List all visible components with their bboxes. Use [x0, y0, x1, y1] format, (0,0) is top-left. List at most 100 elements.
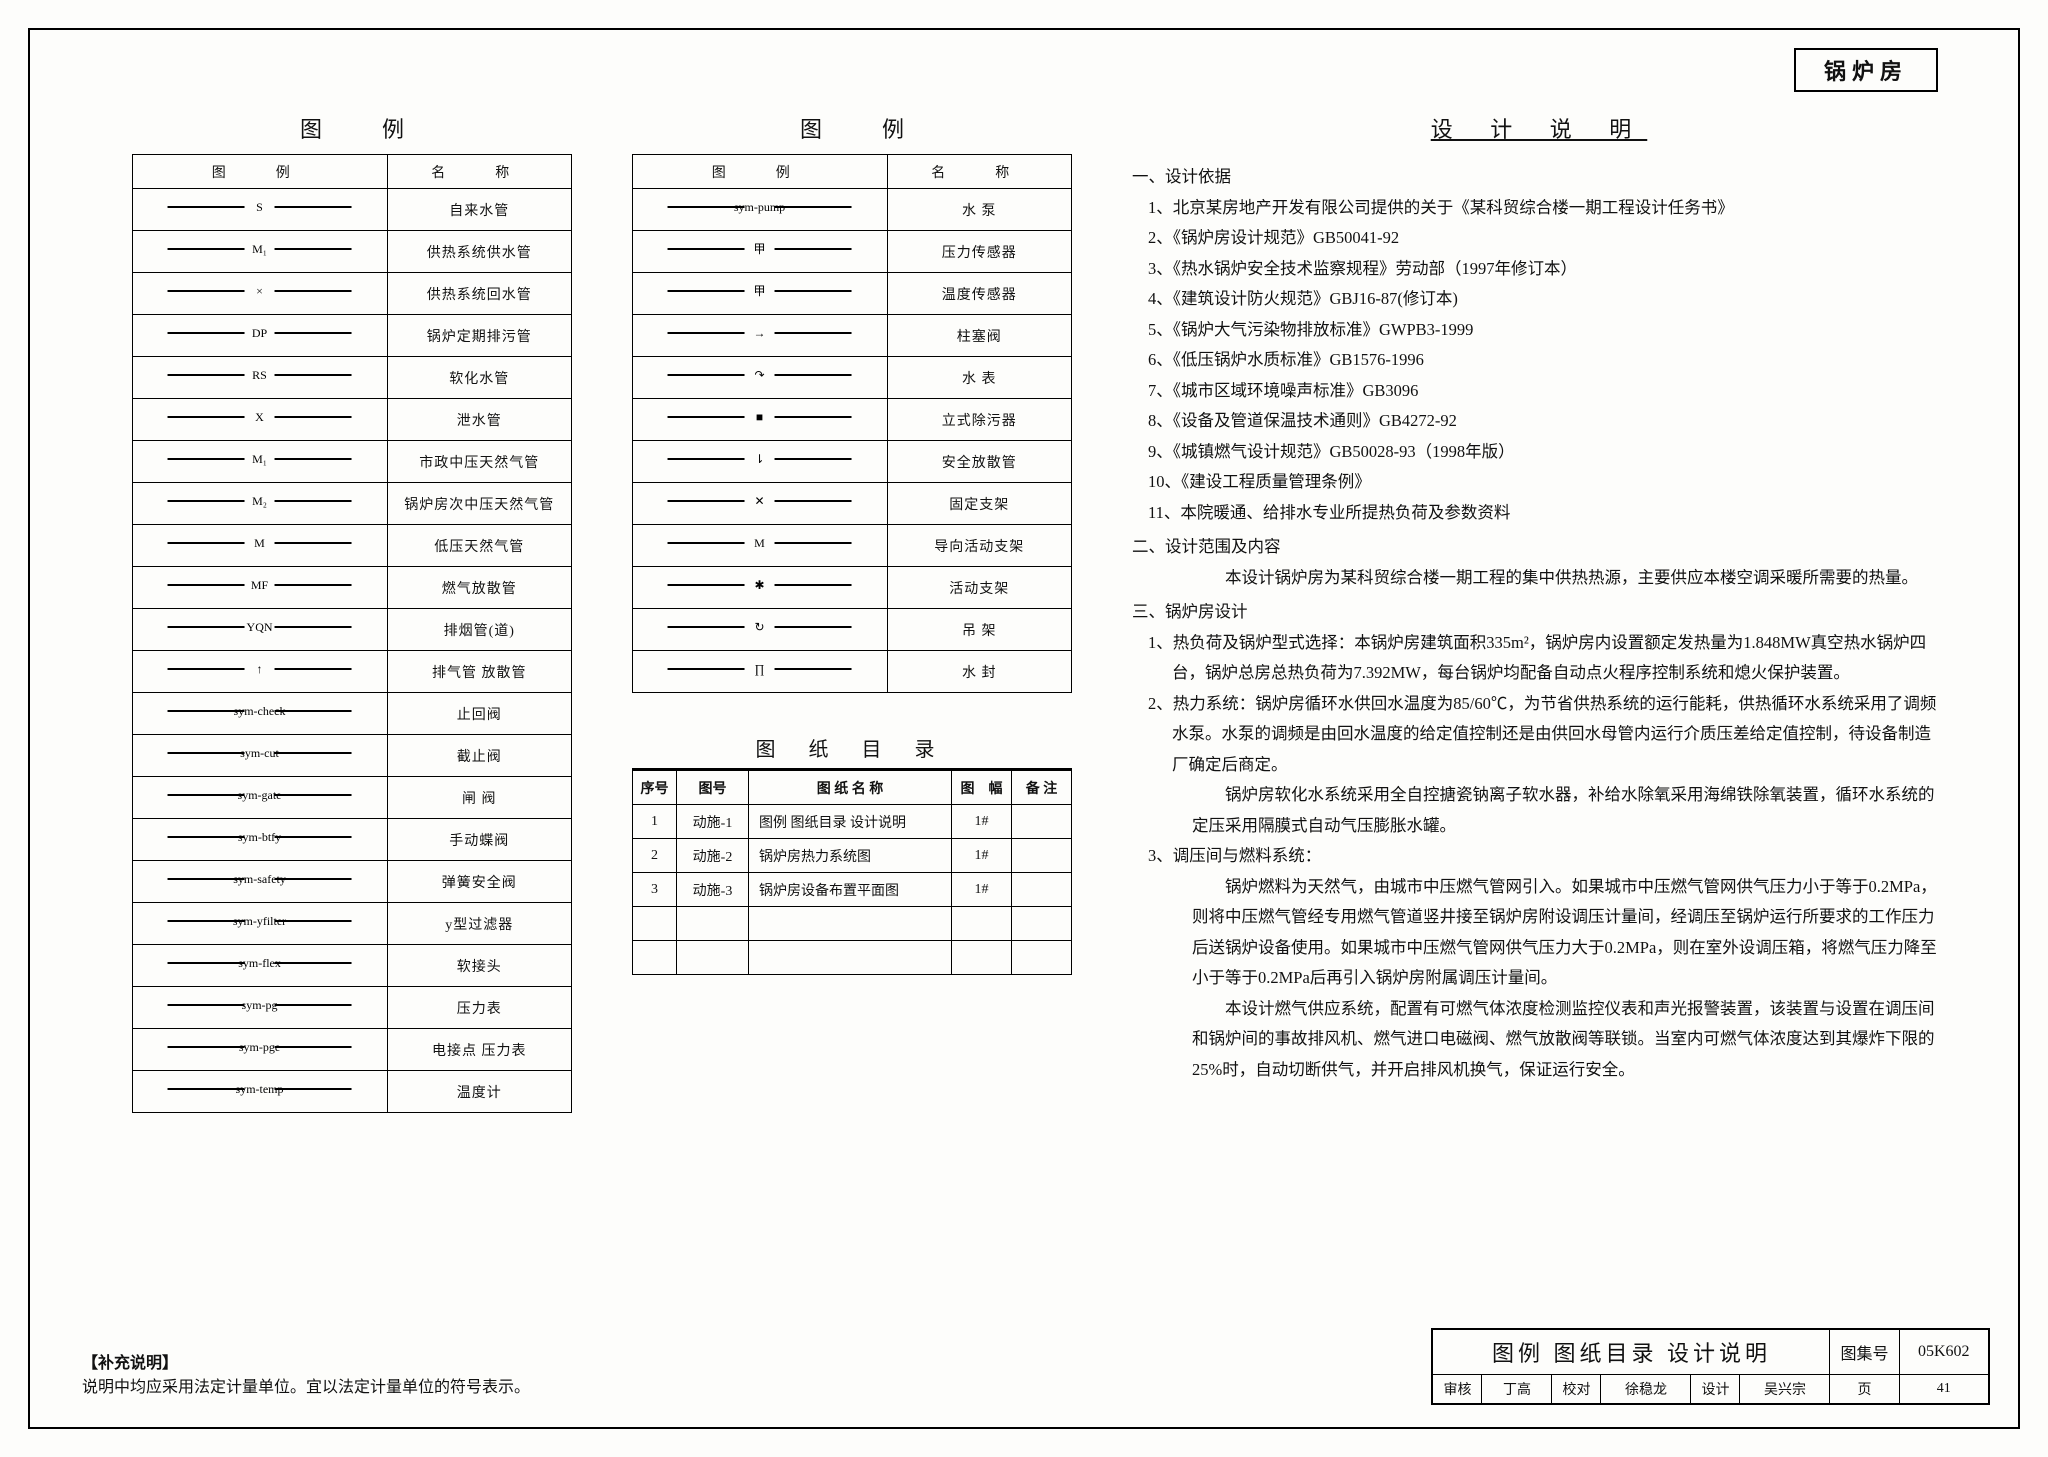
legend-name: 活动支架 — [887, 567, 1071, 609]
design-line: 锅炉房软化水系统采用全自控搪瓷钠离子软水器，补给水除氧采用海绵铁除氧装置，循环水… — [1132, 780, 1946, 841]
design-line: 本设计锅炉房为某科贸综合楼一期工程的集中供热热源，主要供应本楼空调采暖所需要的热… — [1132, 563, 1946, 594]
legend-name: 自来水管 — [387, 189, 571, 231]
legend-name: 软接头 — [387, 945, 571, 987]
design-line: 3、调压间与燃料系统： — [1132, 841, 1946, 872]
legend-row: 甲 温度传感器 — [633, 273, 1072, 315]
svg-text:M₁: M₁ — [252, 452, 267, 466]
legend-name: 水 泵 — [887, 189, 1071, 231]
legend-row: M 低压天然气管 — [133, 525, 572, 567]
legend-row: sym-temp 温度计 — [133, 1071, 572, 1113]
design-line: 锅炉燃料为天然气，由城市中压燃气管网引入。如果城市中压燃气管网供气压力小于等于0… — [1132, 872, 1946, 994]
dir-id: 动施-1 — [677, 805, 749, 839]
legend-row: ↑ 排气管 放散管 — [133, 651, 572, 693]
design-title: 设 计 说 明 — [1132, 112, 1946, 144]
legend-row: DP 锅炉定期排污管 — [133, 315, 572, 357]
svg-text:MF: MF — [251, 578, 269, 592]
legend-2-heading: 图例 — [632, 112, 1072, 144]
legend-2-col-name: 名 称 — [887, 155, 1071, 189]
legend-symbol: ✕ — [633, 483, 888, 525]
legend-row: ∏ 水 封 — [633, 651, 1072, 693]
dir-no — [633, 907, 677, 941]
design-notes: 设 计 说 明 一、设计依据1、北京某房地产开发有限公司提供的关于《某科贸综合楼… — [1132, 112, 1966, 1113]
design-line: 9、《城镇燃气设计规范》GB50028-93（1998年版） — [1132, 437, 1946, 468]
design-line: 8、《设备及管道保温技术通则》GB4272-92 — [1132, 406, 1946, 437]
supplement-text: 说明中均应采用法定计量单位。宜以法定计量单位的符号表示。 — [82, 1379, 530, 1396]
svg-text:sym-pg: sym-pg — [242, 998, 278, 1012]
legend-name: 锅炉房次中压天然气管 — [387, 483, 571, 525]
titleblock-set-label: 图集号 — [1830, 1329, 1899, 1375]
legend-row: ✕ 固定支架 — [633, 483, 1072, 525]
legend-name: 温度计 — [387, 1071, 571, 1113]
legend-symbol: ↑ — [133, 651, 388, 693]
tb-review-v: 丁高 — [1482, 1375, 1552, 1405]
legend-name: 闸 阀 — [387, 777, 571, 819]
legend-symbol: → — [633, 315, 888, 357]
svg-text:RS: RS — [252, 368, 267, 382]
dir-size — [952, 941, 1012, 975]
svg-text:→: → — [754, 326, 766, 340]
legend-symbol: RS — [133, 357, 388, 399]
dir-id: 动施-3 — [677, 873, 749, 907]
dir-no — [633, 941, 677, 975]
legend-row: 甲 压力传感器 — [633, 231, 1072, 273]
svg-text:×: × — [256, 284, 263, 298]
dir-header: 序号 — [633, 771, 677, 805]
svg-text:甲: 甲 — [754, 242, 766, 256]
legend-symbol: ⇂ — [633, 441, 888, 483]
dir-note — [1012, 941, 1072, 975]
design-line: 6、《低压锅炉水质标准》GB1576-1996 — [1132, 345, 1946, 376]
legend-name: 泄水管 — [387, 399, 571, 441]
legend-row: sym-cut 截止阀 — [133, 735, 572, 777]
design-line: 2、《锅炉房设计规范》GB50041-92 — [1132, 223, 1946, 254]
legend-name: 排烟管(道) — [387, 609, 571, 651]
dir-header: 图 幅 — [952, 771, 1012, 805]
legend-name: 弹簧安全阀 — [387, 861, 571, 903]
svg-text:M₁: M₁ — [252, 242, 267, 256]
dir-title: 锅炉房热力系统图 — [749, 839, 952, 873]
legend-name: 安全放散管 — [887, 441, 1071, 483]
legend-name: 压力表 — [387, 987, 571, 1029]
svg-text:↷: ↷ — [755, 368, 765, 382]
dir-no: 3 — [633, 873, 677, 907]
tb-page-v: 41 — [1899, 1375, 1989, 1405]
legend-symbol: S — [133, 189, 388, 231]
legend-symbol: ↷ — [633, 357, 888, 399]
svg-text:⇂: ⇂ — [755, 452, 765, 466]
dir-size: 1# — [952, 805, 1012, 839]
legend-1: 图例 图 例 名 称 S 自来水管 M₁ 供热系统供水管 × 供热系统回水管 D… — [132, 112, 572, 1113]
legend-name: 电接点 压力表 — [387, 1029, 571, 1071]
legend-row: ■ 立式除污器 — [633, 399, 1072, 441]
svg-text:sym-temp: sym-temp — [236, 1082, 284, 1096]
legend-name: 供热系统供水管 — [387, 231, 571, 273]
dir-note — [1012, 873, 1072, 907]
dir-title — [749, 941, 952, 975]
design-line: 本设计燃气供应系统，配置有可燃气体浓度检测监控仪表和声光报警装置，该装置与设置在… — [1132, 994, 1946, 1086]
legend-row: ↻ 吊 架 — [633, 609, 1072, 651]
dir-header: 图号 — [677, 771, 749, 805]
legend-row: sym-pge 电接点 压力表 — [133, 1029, 572, 1071]
svg-text:sym-pge: sym-pge — [239, 1040, 280, 1054]
titleblock-set-no: 05K602 — [1899, 1329, 1989, 1375]
design-line: 2、热力系统：锅炉房循环水供回水温度为85/60℃，为节省供热系统的运行能耗，供… — [1132, 689, 1946, 781]
svg-text:sym-pump: sym-pump — [734, 200, 785, 214]
legend-row: MF 燃气放散管 — [133, 567, 572, 609]
directory-caption: 图 纸 目 录 — [632, 733, 1072, 770]
svg-text:M: M — [254, 536, 265, 550]
legend-1-col-sym: 图 例 — [133, 155, 388, 189]
legend-name: 水 封 — [887, 651, 1071, 693]
legend-symbol: sym-pge — [133, 1029, 388, 1071]
legend-name: 排气管 放散管 — [387, 651, 571, 693]
tb-check-v: 徐稳龙 — [1601, 1375, 1691, 1405]
legend-row: sym-pump 水 泵 — [633, 189, 1072, 231]
legend-name: 温度传感器 — [887, 273, 1071, 315]
design-line: 5、《锅炉大气污染物排放标准》GWPB3-1999 — [1132, 315, 1946, 346]
title-block: 图例 图纸目录 设计说明 图集号 05K602 审核 丁高 校对 徐稳龙 设计 … — [1431, 1328, 1990, 1405]
tb-design-l: 设计 — [1691, 1375, 1740, 1405]
legend-2: 图例 图 例 名 称 sym-pump 水 泵 甲 压力传感器 甲 温度传感器 … — [632, 112, 1072, 1113]
dir-id — [677, 941, 749, 975]
legend-row: YQN 排烟管(道) — [133, 609, 572, 651]
svg-text:↑: ↑ — [257, 662, 263, 676]
dir-note — [1012, 907, 1072, 941]
legend-name: 供热系统回水管 — [387, 273, 571, 315]
legend-symbol: 甲 — [633, 231, 888, 273]
